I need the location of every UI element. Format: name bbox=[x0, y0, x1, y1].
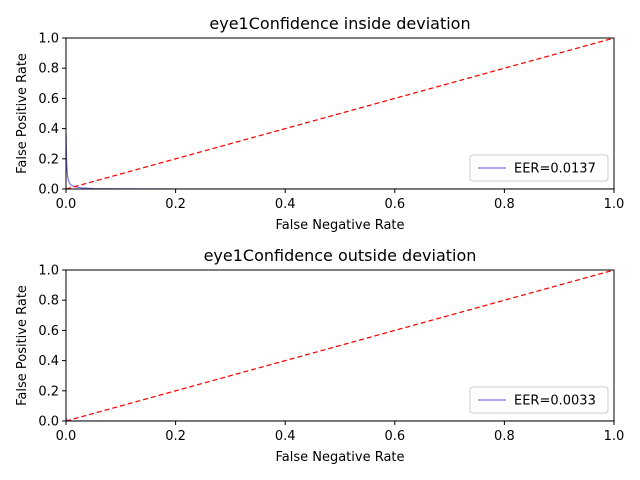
chart-2-ytick-label: 1.0 bbox=[38, 264, 59, 279]
chart-2-y-axis-label: False Positive Rate bbox=[15, 285, 30, 406]
chart-1-xtick-label: 0.2 bbox=[165, 197, 186, 212]
chart-1-title: eye1Confidence inside deviation bbox=[209, 14, 470, 33]
chart-2-ytick-label: 0.8 bbox=[38, 294, 59, 309]
chart-1-x-axis-label: False Negative Rate bbox=[275, 218, 404, 233]
chart-2-xtick-label: 1.0 bbox=[604, 429, 625, 444]
chart-1-ytick-label: 1.0 bbox=[38, 32, 59, 47]
chart-2-axes-frame bbox=[65, 269, 615, 422]
chart-2-series-2-chance-line bbox=[66, 270, 614, 421]
chart-2-ytick-label: 0.4 bbox=[38, 354, 59, 369]
chart-1-xtick-label: 0.6 bbox=[384, 197, 405, 212]
chart-1-series-1-curve bbox=[66, 133, 614, 189]
chart-1-ytick-label: 0.2 bbox=[38, 152, 59, 167]
chart-1-xtick-label: 0.4 bbox=[275, 197, 296, 212]
chart-2-ytick-label: 0.2 bbox=[38, 384, 59, 399]
chart-2-xtick-label: 0.6 bbox=[384, 429, 405, 444]
chart-1-axes-frame bbox=[65, 37, 615, 190]
chart-1-legend: EER=0.0137 bbox=[469, 154, 609, 182]
chart-1-y-axis-label: False Positive Rate bbox=[15, 53, 30, 174]
chart-1-ytick-label: 0.8 bbox=[38, 62, 59, 77]
chart-2-xtick-label: 0.8 bbox=[494, 429, 515, 444]
chart-2-xtick-label: 0.2 bbox=[165, 429, 186, 444]
chart-2-legend: EER=0.0033 bbox=[469, 386, 609, 414]
chart-2-legend-box bbox=[469, 386, 609, 414]
chart-2-ytick-label: 0.6 bbox=[38, 324, 59, 339]
chart-2-legend-label: EER=0.0033 bbox=[514, 394, 596, 409]
chart-1-series-2-chance-line bbox=[66, 38, 614, 189]
chart-1-xtick-label: 1.0 bbox=[604, 197, 625, 212]
chart-2-ytick-label: 0.0 bbox=[38, 415, 59, 430]
chart-1-ytick-label: 0.4 bbox=[38, 122, 59, 137]
chart-2-xtick-label: 0.4 bbox=[275, 429, 296, 444]
chart-1-legend-box bbox=[469, 154, 609, 182]
chart-2-x-axis-label: False Negative Rate bbox=[275, 450, 404, 465]
chart-1-legend-label: EER=0.0137 bbox=[514, 162, 596, 177]
chart-1-xtick-label: 0.8 bbox=[494, 197, 515, 212]
chart-1: 0.0 0.2 0.4 0.6 0.8 1.0 0.0 0.2 0.4 0.6 0.8 1.0 eye1… bbox=[15, 14, 624, 233]
chart-2-xtick-label: 0.0 bbox=[56, 429, 77, 444]
chart-1-ytick-label: 0.6 bbox=[38, 92, 59, 107]
chart-2-title: eye1Confidence outside deviation bbox=[204, 246, 477, 265]
chart-1-xtick-label: 0.0 bbox=[56, 197, 77, 212]
chart-2: 0.0 0.2 0.4 0.6 0.8 1.0 0.0 0.2 0.4 0.6 0.8 1.0 eye1… bbox=[15, 246, 624, 465]
chart-1-ytick-label: 0.0 bbox=[38, 183, 59, 198]
